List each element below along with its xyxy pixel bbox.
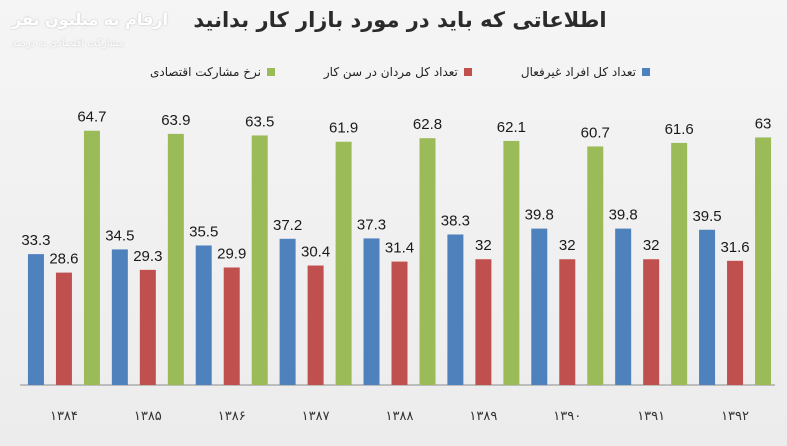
- bar-s2-c8: [755, 137, 772, 385]
- x-tick-label-5: ۱۳۸۹: [469, 409, 497, 424]
- data-label-s1-c4: 31.4: [385, 240, 414, 257]
- legend-item-inactive: تعداد کل افراد غیرفعال: [521, 65, 650, 79]
- x-tick-label-0: ۱۳۸۴: [50, 409, 78, 424]
- bar-s0-c6: [531, 228, 548, 385]
- data-label-s0-c6: 39.8: [525, 207, 554, 224]
- bar-s0-c8: [699, 229, 716, 385]
- bar-s1-c2: [223, 267, 240, 385]
- bar-s1-c0: [55, 272, 72, 385]
- data-label-s0-c0: 33.3: [21, 232, 50, 249]
- bar-s1-c4: [391, 261, 408, 385]
- data-label-s0-c2: 35.5: [189, 223, 218, 240]
- data-label-s2-c4: 62.8: [413, 116, 442, 133]
- legend-swatch-inactive: [642, 68, 650, 76]
- x-tick-label-8: ۱۳۹۲: [721, 409, 749, 424]
- data-label-s2-c1: 63.9: [161, 112, 190, 129]
- bar-s1-c6: [559, 259, 576, 385]
- bar-s2-c6: [587, 146, 604, 385]
- data-label-s2-c7: 61.6: [665, 121, 694, 138]
- bar-s1-c3: [307, 265, 324, 385]
- bar-s1-c5: [475, 259, 492, 385]
- data-label-s1-c7: 32: [643, 237, 660, 254]
- legend-label-participation: نرخ مشارکت اقتصادی: [150, 65, 261, 79]
- data-label-s1-c3: 30.4: [301, 244, 330, 261]
- legend-label-inactive: تعداد کل افراد غیرفعال: [520, 65, 636, 79]
- bar-s2-c7: [671, 142, 688, 385]
- chart-legend: تعداد کل افراد غیرفعال تعداد کل مردان در…: [150, 62, 650, 82]
- data-label-s2-c2: 63.5: [245, 113, 274, 130]
- bar-s0-c4: [363, 238, 380, 385]
- watermark-percent-line: مشارکت اقتصادی به درصد: [12, 38, 125, 49]
- legend-swatch-men: [463, 68, 472, 76]
- x-tick-label-1: ۱۳۸۵: [134, 409, 162, 424]
- watermark-units-line: ارقام به میلیون نفر: [12, 10, 168, 29]
- bar-s2-c2: [251, 135, 268, 385]
- data-label-s0-c3: 37.2: [273, 217, 302, 234]
- data-label-s0-c8: 39.5: [692, 208, 721, 225]
- data-label-s1-c0: 28.6: [49, 251, 78, 268]
- bar-s0-c2: [195, 245, 212, 385]
- bar-s0-c5: [447, 234, 464, 385]
- legend-label-men: تعداد کل مردان در سن کار: [323, 65, 458, 79]
- data-label-s2-c6: 60.7: [581, 124, 610, 141]
- data-label-s2-c0: 64.7: [77, 109, 106, 126]
- bar-s0-c0: [27, 254, 44, 385]
- data-label-s2-c8: 63: [755, 115, 772, 132]
- bar-s1-c7: [643, 259, 660, 385]
- bar-s2-c3: [335, 141, 352, 385]
- legend-item-participation: نرخ مشارکت اقتصادی: [150, 65, 275, 79]
- legend-item-men: تعداد کل مردان در سن کار: [324, 65, 472, 79]
- data-label-s2-c3: 61.9: [329, 120, 358, 137]
- data-label-s1-c2: 29.9: [217, 245, 246, 262]
- x-tick-label-2: ۱۳۸۶: [218, 409, 246, 424]
- data-label-s2-c5: 62.1: [497, 119, 526, 136]
- data-label-s0-c5: 38.3: [441, 212, 470, 229]
- x-tick-label-6: ۱۳۹۰: [553, 409, 581, 424]
- legend-swatch-participation: [266, 68, 275, 76]
- data-label-s1-c6: 32: [559, 237, 576, 254]
- bar-s2-c0: [83, 130, 100, 385]
- bar-s2-c1: [167, 133, 184, 385]
- bar-s0-c3: [279, 238, 296, 385]
- bar-s0-c7: [615, 228, 632, 385]
- x-tick-label-7: ۱۳۹۱: [637, 409, 665, 424]
- x-tick-label-4: ۱۳۸۸: [386, 409, 414, 424]
- data-label-s0-c4: 37.3: [357, 216, 386, 233]
- bar-s2-c4: [419, 138, 436, 385]
- bar-s0-c1: [111, 249, 128, 385]
- data-label-s1-c1: 29.3: [133, 248, 162, 265]
- bar-s1-c8: [727, 260, 744, 385]
- chart-title: اطلاعاتی که باید در مورد بازار کار بدانی…: [193, 8, 607, 32]
- x-tick-label-3: ۱۳۸۷: [302, 409, 330, 424]
- data-label-s0-c7: 39.8: [609, 207, 638, 224]
- bar-s2-c5: [503, 140, 520, 385]
- data-label-s1-c5: 32: [475, 237, 492, 254]
- data-label-s0-c1: 34.5: [105, 227, 134, 244]
- data-label-s1-c8: 31.6: [720, 239, 749, 256]
- bar-s1-c1: [139, 269, 156, 385]
